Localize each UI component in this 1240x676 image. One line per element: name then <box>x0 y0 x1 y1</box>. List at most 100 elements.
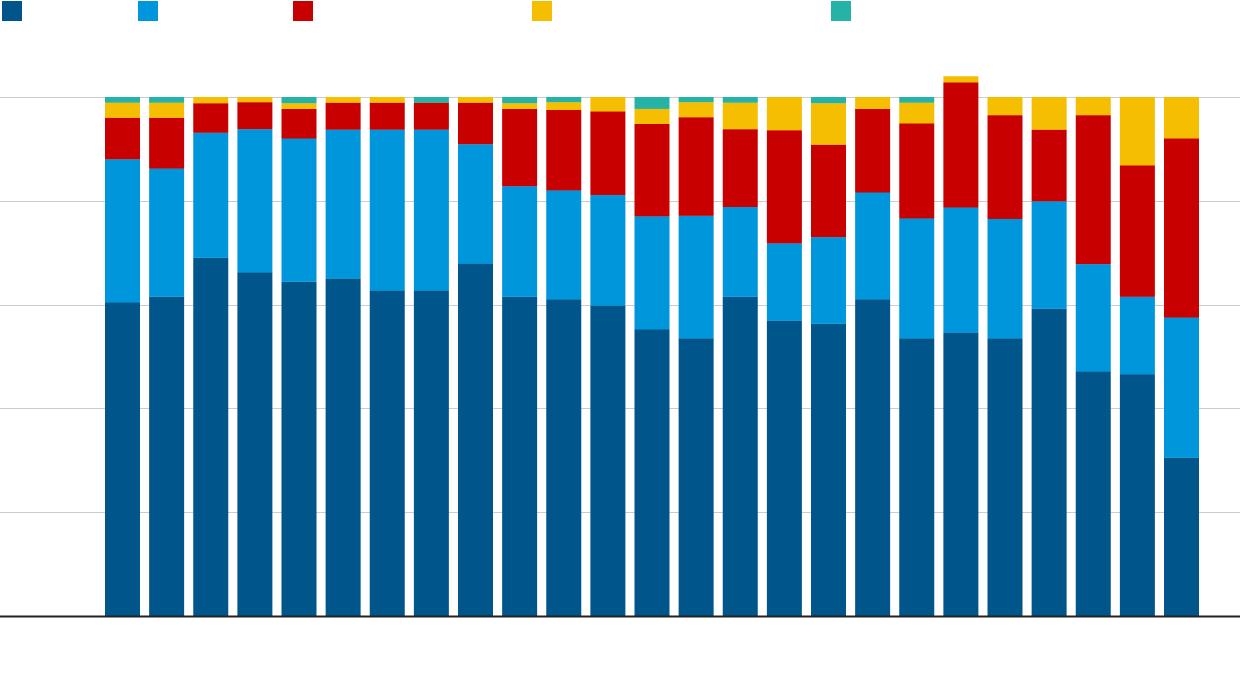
bar-segment-20-3 <box>943 82 979 208</box>
bar-segment-14-3 <box>678 117 714 216</box>
bar-segment-17-4 <box>811 103 846 145</box>
bar-segment-19-5 <box>899 97 935 103</box>
bar-segment-8-5 <box>413 97 449 103</box>
bar-stack-8 <box>413 97 449 616</box>
bar-segment-20-4 <box>943 76 979 83</box>
bar-segment-15-5 <box>722 97 758 103</box>
bar-segment-2-5 <box>149 97 185 103</box>
bar-segment-11-2 <box>546 190 582 300</box>
bar-segment-6-4 <box>325 97 361 103</box>
bar-segment-10-1 <box>502 296 538 616</box>
bar-segment-25-3 <box>1164 138 1199 318</box>
bar-segment-22-3 <box>1031 129 1067 202</box>
bar-segment-11-3 <box>546 109 582 191</box>
bar-segment-18-4 <box>855 97 891 109</box>
bar-segment-1-5 <box>105 97 140 103</box>
bar-stack-2 <box>149 97 185 616</box>
bar-segment-20-2 <box>943 207 979 333</box>
bar-stack-25 <box>1164 97 1199 616</box>
bar-segment-9-4 <box>458 97 493 103</box>
bar-segment-10-3 <box>502 108 538 187</box>
bar-segment-4-2 <box>237 129 273 273</box>
bar-segment-22-4 <box>1031 97 1067 130</box>
legend-swatch-3 <box>293 1 313 21</box>
bar-stack-3 <box>193 97 229 616</box>
bar-stack-14 <box>678 97 714 616</box>
bar-segment-17-3 <box>811 144 846 238</box>
bar-segment-5-2 <box>281 138 317 282</box>
bar-stack-11 <box>546 97 582 616</box>
bar-segment-17-2 <box>811 237 846 324</box>
bar-segment-21-2 <box>987 218 1023 339</box>
bar-segment-13-2 <box>634 216 670 330</box>
bar-segment-24-4 <box>1119 97 1155 166</box>
bar-segment-23-4 <box>1075 97 1111 116</box>
bar-segment-24-3 <box>1119 165 1155 297</box>
bar-stack-22 <box>1031 97 1067 616</box>
bar-stack-12 <box>590 97 626 616</box>
bar-segment-15-3 <box>722 129 758 208</box>
bar-segment-5-3 <box>281 108 317 139</box>
bar-stack-18 <box>855 97 891 616</box>
legend-swatch-4 <box>532 1 552 21</box>
bar-segment-7-3 <box>369 102 405 130</box>
bar-stack-13 <box>634 97 670 616</box>
bar-stack-20 <box>943 76 979 616</box>
bar-segment-4-4 <box>237 97 273 103</box>
bar-segment-18-1 <box>855 299 891 616</box>
bar-segment-4-3 <box>237 102 273 130</box>
bar-segment-11-4 <box>546 102 582 110</box>
legend-swatch-1 <box>2 1 22 21</box>
bar-segment-15-4 <box>722 102 758 130</box>
bar-segment-14-4 <box>678 102 714 118</box>
bar-stack-4 <box>237 97 273 616</box>
bar-segment-7-4 <box>369 97 405 103</box>
bar-segment-9-1 <box>458 263 493 616</box>
bar-segment-8-1 <box>413 290 449 616</box>
bar-segment-23-1 <box>1075 371 1111 616</box>
bar-segment-2-1 <box>149 296 185 616</box>
bar-segment-22-2 <box>1031 201 1067 309</box>
bar-stack-6 <box>325 97 361 616</box>
bar-stack-19 <box>899 97 935 616</box>
bar-stack-24 <box>1119 97 1155 616</box>
bar-segment-25-1 <box>1164 457 1199 616</box>
bar-segment-23-3 <box>1075 115 1111 265</box>
bar-stack-1 <box>105 97 140 616</box>
bar-segment-21-3 <box>987 115 1023 219</box>
bar-stack-5 <box>281 97 317 616</box>
bar-segment-12-1 <box>590 305 626 616</box>
bar-segment-9-2 <box>458 144 493 264</box>
bars <box>105 76 1199 616</box>
bar-segment-3-2 <box>193 132 229 258</box>
bar-segment-9-3 <box>458 102 493 145</box>
bar-stack-16 <box>766 97 802 616</box>
bar-segment-13-1 <box>634 329 670 616</box>
bar-segment-13-5 <box>634 97 670 109</box>
bar-segment-5-5 <box>281 97 317 104</box>
bar-stack-17 <box>811 97 846 616</box>
bar-segment-15-2 <box>722 207 758 297</box>
bar-segment-11-1 <box>546 299 582 616</box>
bar-segment-1-3 <box>105 117 140 160</box>
bar-segment-14-1 <box>678 338 714 616</box>
bar-segment-24-2 <box>1119 296 1155 375</box>
bar-segment-2-3 <box>149 117 185 169</box>
bar-segment-5-4 <box>281 103 317 109</box>
bar-segment-15-1 <box>722 296 758 616</box>
bar-segment-3-1 <box>193 257 229 616</box>
bar-stack-10 <box>502 97 538 616</box>
bar-stack-21 <box>987 97 1023 616</box>
bar-segment-19-2 <box>899 218 935 339</box>
bar-segment-13-3 <box>634 123 670 217</box>
bar-segment-17-1 <box>811 323 846 616</box>
bar-stack-7 <box>369 97 405 616</box>
bar-segment-24-1 <box>1119 374 1155 616</box>
bar-segment-21-1 <box>987 338 1023 616</box>
bar-segment-2-2 <box>149 168 185 297</box>
bar-segment-6-1 <box>325 278 361 616</box>
bar-segment-17-5 <box>811 97 846 104</box>
bar-segment-19-1 <box>899 338 935 616</box>
